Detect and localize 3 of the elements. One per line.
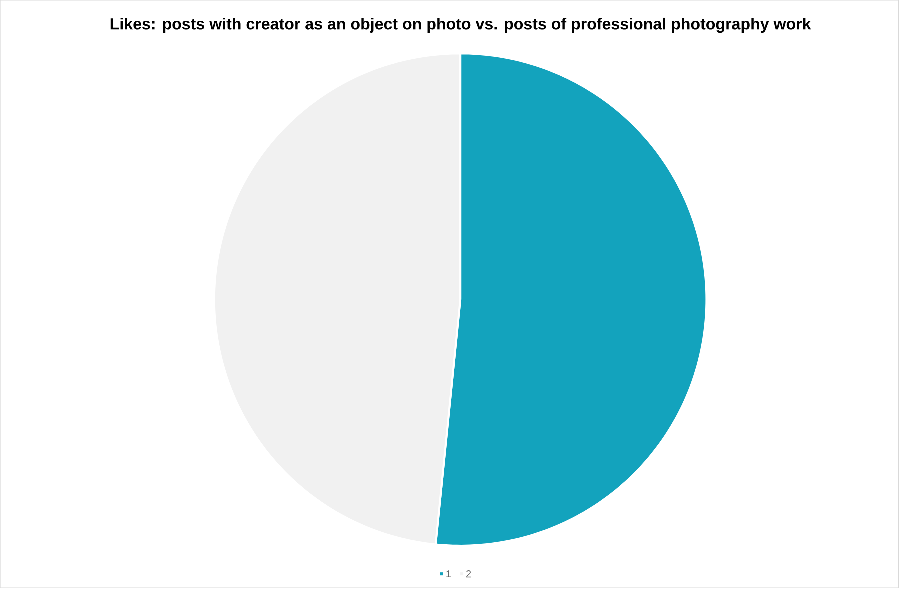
chart-title: Likes: posts with creator as an object on photo vs. posts of professional photography work <box>110 18 812 34</box>
legend-label: 2 <box>466 570 472 578</box>
legend-label: 1 <box>446 570 451 578</box>
